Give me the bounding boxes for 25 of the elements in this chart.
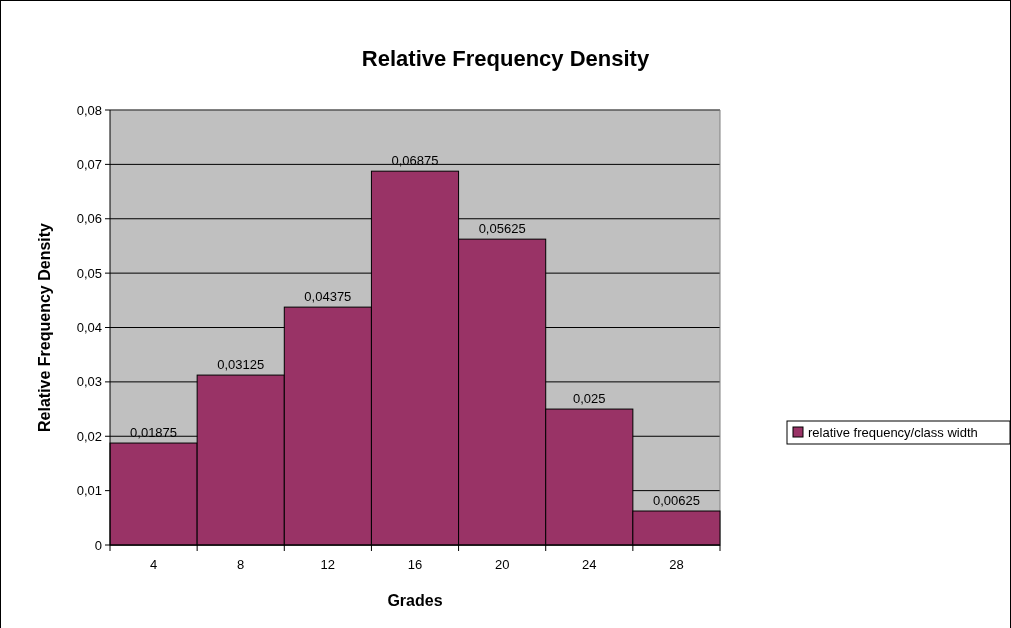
x-tick-label: 20 xyxy=(494,557,510,572)
y-tick-label: 0 xyxy=(94,537,102,553)
chart-title: Relative Frequency Density xyxy=(361,46,650,71)
data-label: 0,05625 xyxy=(478,221,526,237)
y-tick-label: 0,03 xyxy=(76,374,102,390)
y-tick-label: 0,01 xyxy=(76,483,102,499)
y-tick-label: 0,07 xyxy=(76,156,102,172)
x-tick-label: 8 xyxy=(237,557,245,572)
y-tick-label: 0,02 xyxy=(76,428,102,444)
data-label: 0,03125 xyxy=(217,357,265,373)
x-tick-label: 16 xyxy=(407,557,423,572)
y-axis-title: Relative Frequency Density xyxy=(36,222,53,432)
y-tick-label: 0,06 xyxy=(76,211,102,227)
legend-label: relative frequency/class width xyxy=(808,425,978,440)
x-tick-label: 24 xyxy=(582,557,597,572)
data-label: 0,04375 xyxy=(304,289,352,305)
data-label: 0,025 xyxy=(573,391,606,407)
x-tick-label: 28 xyxy=(669,557,684,572)
y-tick-label: 0,08 xyxy=(76,102,102,118)
data-label: 0,00625 xyxy=(652,493,700,509)
y-tick-label: 0,05 xyxy=(76,265,102,281)
y-tick-label: 0,04 xyxy=(76,320,102,335)
x-axis-title: Grades xyxy=(387,592,443,609)
x-tick-label: 4 xyxy=(149,557,158,572)
x-tick-label: 12 xyxy=(320,557,336,572)
